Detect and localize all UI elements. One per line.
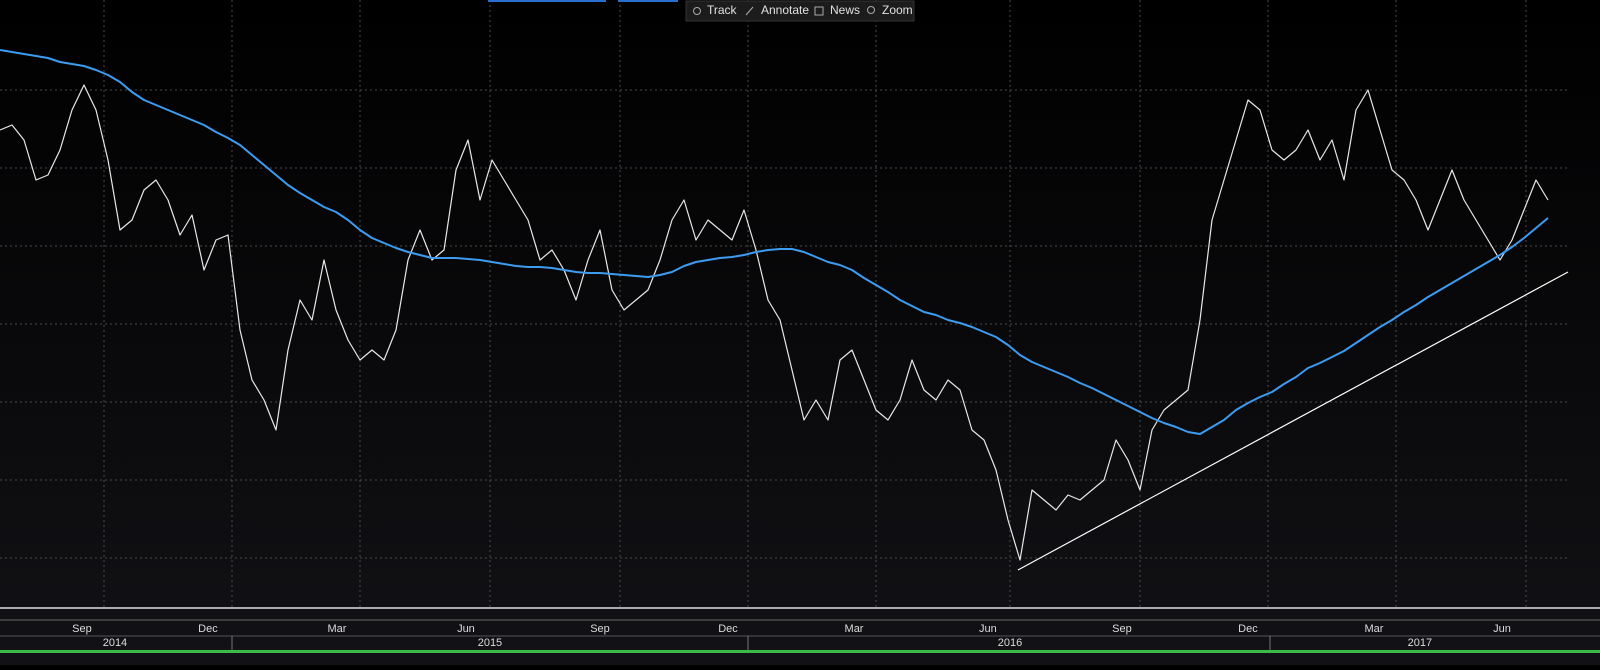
- tab-indicator: [488, 0, 606, 2]
- annotate-button[interactable]: Annotate: [745, 3, 809, 17]
- x-axis: Sep Dec Mar Jun Sep Dec Mar Jun Sep Dec Mar Jun 2014…: [72, 623, 1511, 649]
- button-label: News: [830, 3, 860, 17]
- plot: [0, 49, 1569, 571]
- x-tick-label: Jun: [1493, 623, 1511, 635]
- track-button[interactable]: Track: [693, 3, 738, 17]
- year-label: 2016: [998, 637, 1022, 649]
- button-label: Track: [707, 3, 738, 17]
- x-tick-label: Sep: [590, 623, 610, 635]
- toolbar: Track Annotate News Zoom: [685, 0, 915, 22]
- year-label: 2014: [103, 637, 127, 649]
- x-tick-label: Dec: [1238, 623, 1258, 635]
- series-line: [0, 49, 1549, 435]
- icon: [693, 7, 701, 15]
- x-tick-label: Dec: [718, 623, 738, 635]
- x-tick-label: Jun: [457, 623, 475, 635]
- series-line: [0, 84, 1549, 561]
- x-tick-label: Dec: [198, 623, 218, 635]
- news-button[interactable]: News: [814, 3, 860, 17]
- x-tick-label: Mar: [845, 623, 864, 635]
- x-tick-label: Sep: [72, 623, 92, 635]
- button-label: Zoom: [882, 3, 913, 17]
- toolbar-bg: [685, 0, 915, 22]
- year-label: 2015: [478, 637, 502, 649]
- grid: [0, 0, 1568, 608]
- trend-line: [1017, 271, 1569, 571]
- x-tick-label: Mar: [327, 623, 346, 635]
- zoom-button[interactable]: Zoom: [867, 3, 913, 17]
- x-tick-label: Mar: [1364, 623, 1383, 635]
- icon: [814, 6, 824, 16]
- x-tick-label: Jun: [979, 623, 997, 635]
- year-label: 2017: [1408, 637, 1432, 649]
- icon: [745, 6, 754, 16]
- icon: [867, 6, 875, 14]
- tab-indicator: [618, 0, 678, 2]
- button-label: Annotate: [761, 3, 809, 17]
- status-bar: [0, 650, 1600, 653]
- x-tick-label: Sep: [1112, 623, 1132, 635]
